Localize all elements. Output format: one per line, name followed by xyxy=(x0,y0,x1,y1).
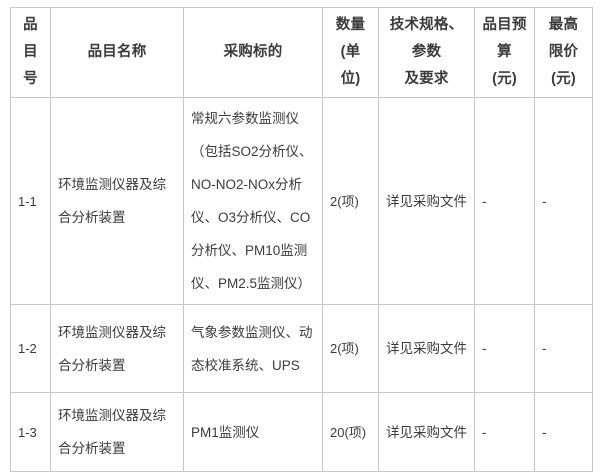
table-row: 1-2 环境监测仪器及综合分析装置 气象参数监测仪、动态校准系统、UPS 2(项… xyxy=(10,304,593,393)
column-header-max-price: 最高限价 (元) xyxy=(534,7,593,98)
column-header-item-budget: 品目预算 (元) xyxy=(474,7,535,98)
column-header-max-price-line1: 最高限价 xyxy=(548,17,579,60)
column-header-max-price-line2: (元) xyxy=(551,71,576,87)
column-header-quantity-unit: 数量 (单 位) xyxy=(322,7,379,98)
table-header: 品目号 品目名称 采购标的 数量 (单 位) 技术规格、参数 及要求 xyxy=(10,7,593,98)
column-header-item-budget-line2: (元) xyxy=(492,71,517,87)
cell-item-name: 环境监测仪器及综合分析装置 xyxy=(50,392,184,472)
cell-item-budget: - xyxy=(474,304,535,393)
cell-item-budget: - xyxy=(474,97,535,305)
cell-procurement-target: 常规六参数监测仪（包括SO2分析仪、NO-NO2-NOx分析仪、O3分析仪、CO… xyxy=(183,97,323,305)
cell-max-price: - xyxy=(534,97,593,305)
cell-technical-spec: 详见采购文件 xyxy=(378,97,475,305)
cell-item-budget: - xyxy=(474,392,535,472)
cell-item-code: 1-2 xyxy=(10,304,51,393)
cell-procurement-target: PM1监测仪 xyxy=(183,392,323,472)
cell-technical-spec: 详见采购文件 xyxy=(378,392,475,472)
column-header-technical-spec-line1: 技术规格、参数 xyxy=(389,17,464,60)
table-row: 1-1 环境监测仪器及综合分析装置 常规六参数监测仪（包括SO2分析仪、NO-N… xyxy=(10,97,593,305)
cell-item-code: 1-1 xyxy=(10,97,51,305)
table-header-row: 品目号 品目名称 采购标的 数量 (单 位) 技术规格、参数 及要求 xyxy=(10,7,593,98)
cell-item-name: 环境监测仪器及综合分析装置 xyxy=(50,304,184,393)
procurement-items-table: 品目号 品目名称 采购标的 数量 (单 位) 技术规格、参数 及要求 xyxy=(10,7,593,472)
cell-quantity: 2(项) xyxy=(322,97,379,305)
cell-item-name: 环境监测仪器及综合分析装置 xyxy=(50,97,184,305)
column-header-procurement-target: 采购标的 xyxy=(183,7,323,98)
cell-technical-spec: 详见采购文件 xyxy=(378,304,475,393)
column-header-item-name: 品目名称 xyxy=(50,7,184,98)
table-body: 1-1 环境监测仪器及综合分析装置 常规六参数监测仪（包括SO2分析仪、NO-N… xyxy=(10,97,593,472)
column-header-quantity-unit-line1: 数量 (单 xyxy=(335,17,366,60)
column-header-technical-spec: 技术规格、参数 及要求 xyxy=(378,7,475,98)
column-header-procurement-target-line1: 采购标的 xyxy=(223,44,283,60)
cell-item-code: 1-3 xyxy=(10,392,51,472)
page-root: 品目号 品目名称 采购标的 数量 (单 位) 技术规格、参数 及要求 xyxy=(10,7,593,472)
table-row: 1-3 环境监测仪器及综合分析装置 PM1监测仪 20(项) 详见采购文件 - … xyxy=(10,392,593,472)
column-header-quantity-unit-line2: 位) xyxy=(340,71,361,87)
column-header-item-name-line1: 品目名称 xyxy=(87,44,147,60)
column-header-item-budget-line1: 品目预算 xyxy=(482,17,527,60)
cell-quantity: 20(项) xyxy=(322,392,379,472)
column-header-item-code-line1: 品目号 xyxy=(23,17,38,87)
cell-procurement-target: 气象参数监测仪、动态校准系统、UPS xyxy=(183,304,323,393)
column-header-item-code: 品目号 xyxy=(10,7,51,98)
cell-quantity: 2(项) xyxy=(322,304,379,393)
cell-max-price: - xyxy=(534,392,593,472)
cell-max-price: - xyxy=(534,304,593,393)
column-header-technical-spec-line2: 及要求 xyxy=(404,71,449,87)
